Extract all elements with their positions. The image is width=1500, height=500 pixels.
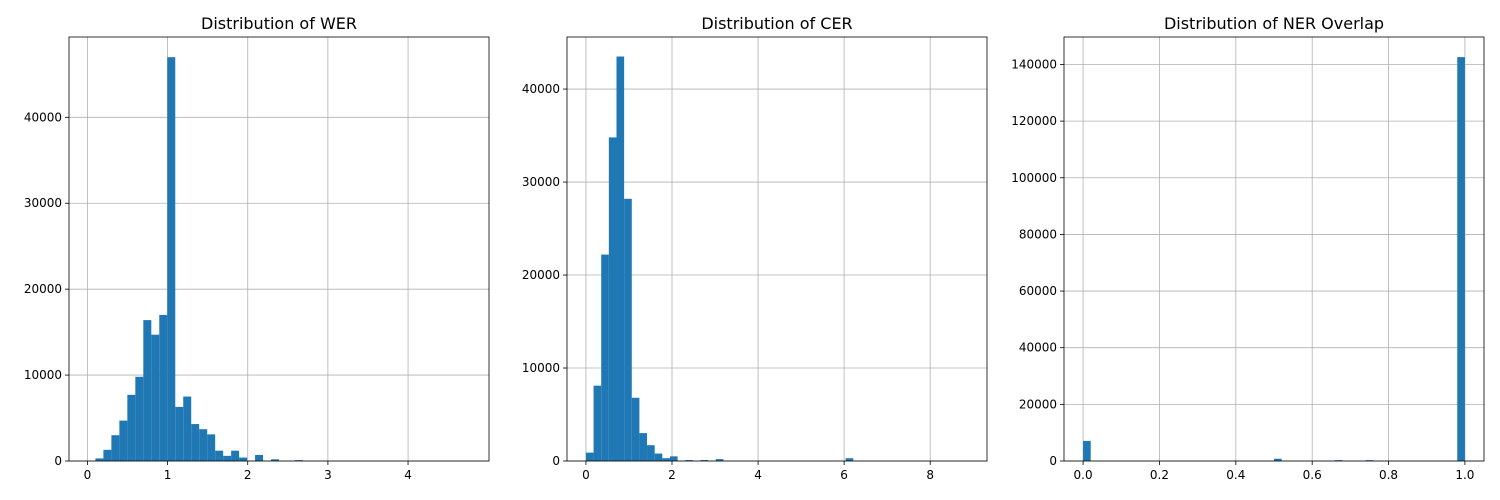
histogram-bar	[593, 385, 602, 461]
y-tick-label: 30000	[522, 175, 560, 189]
y-ticks-cer: 0 10000 20000 30000 40000	[522, 82, 567, 468]
histogram-bar	[159, 314, 168, 461]
bars-wer	[95, 57, 303, 461]
y-tick-label: 20000	[24, 282, 62, 296]
x-tick-label: 1	[164, 468, 172, 482]
histogram-bar	[95, 458, 104, 461]
x-tick-label: 0.2	[1150, 468, 1169, 482]
histogram-bar	[1335, 460, 1343, 461]
x-tick-label: 3	[324, 468, 332, 482]
histogram-bar	[662, 458, 670, 461]
grid-ner-overlap	[1064, 37, 1484, 462]
y-tick-label: 40000	[1019, 341, 1057, 355]
x-tick-label: 4	[404, 468, 412, 482]
histogram-bar	[103, 449, 112, 461]
histogram-bar	[143, 320, 152, 461]
histogram-bar	[119, 420, 128, 461]
histogram-bar	[715, 459, 724, 461]
y-tick-label: 20000	[1019, 397, 1057, 411]
histogram-bar	[111, 435, 120, 461]
histogram-bar	[191, 424, 200, 461]
histogram-bar	[1083, 440, 1091, 461]
histogram-bar	[127, 394, 136, 461]
histogram-bar	[135, 376, 144, 461]
y-ticks-wer: 0 10000 20000 30000 40000	[24, 110, 69, 468]
histogram-bar	[215, 450, 224, 461]
histogram-bar	[183, 396, 192, 461]
histogram-bar	[231, 450, 240, 461]
chart-wer: Distribution of WER 0 1 2 3 4 0 10000 20000 3000…	[24, 14, 490, 482]
chart-title-wer: Distribution of WER	[201, 14, 357, 33]
y-tick-label: 20000	[522, 268, 560, 282]
histogram-bar	[700, 460, 709, 461]
y-tick-label: 10000	[522, 361, 560, 375]
histogram-bar	[608, 137, 617, 461]
y-ticks-ner-overlap: 0 20000 40000 60000 80000 100000 120000 140000	[1011, 57, 1064, 468]
x-tick-label: 6	[840, 468, 848, 482]
x-tick-label: 0.0	[1074, 468, 1093, 482]
histogram-bar	[151, 334, 160, 461]
histogram-bar	[601, 254, 609, 461]
y-tick-label: 100000	[1011, 171, 1057, 185]
axes-frame	[566, 36, 988, 462]
histogram-bar	[647, 445, 655, 461]
bars-ner-overlap	[1083, 57, 1465, 461]
y-tick-label: 40000	[522, 82, 560, 96]
x-tick-label: 0.8	[1379, 468, 1398, 482]
histogram-bar	[167, 57, 176, 461]
chart-title-cer: Distribution of CER	[701, 14, 852, 33]
y-tick-label: 0	[552, 454, 560, 468]
histogram-bar	[223, 455, 232, 461]
histogram-bar	[669, 456, 678, 461]
histogram-bar	[654, 453, 663, 461]
histogram-bar	[1457, 57, 1465, 461]
histogram-bar	[631, 397, 640, 461]
histogram-bar	[639, 433, 648, 461]
chart-ner-overlap: Distribution of NER Overlap 0.0 0.2 0.4 0.6…	[1011, 14, 1485, 482]
bars-cer	[585, 56, 854, 462]
histogram-bar	[624, 198, 632, 461]
y-tick-label: 0	[54, 454, 62, 468]
histogram-bar	[685, 460, 693, 461]
histogram-bar	[1274, 458, 1282, 461]
x-ticks-cer: 0 2 4 6 8	[582, 461, 934, 482]
x-tick-label: 8	[926, 468, 934, 482]
chart-cer: Distribution of CER 0 2 4 6 8 0 10000 20000 3000…	[522, 14, 988, 482]
x-tick-label: 0	[582, 468, 590, 482]
histogram-bar	[239, 457, 248, 461]
y-tick-label: 60000	[1019, 284, 1057, 298]
y-tick-label: 40000	[24, 110, 62, 124]
histogram-bar	[175, 406, 184, 461]
grid-cer	[567, 37, 987, 462]
y-tick-label: 80000	[1019, 227, 1057, 241]
histogram-bar	[199, 429, 208, 461]
y-tick-label: 10000	[24, 368, 62, 382]
histogram-bar	[255, 454, 264, 461]
y-tick-label: 120000	[1011, 114, 1057, 128]
x-tick-label: 2	[244, 468, 252, 482]
x-tick-label: 0.4	[1226, 468, 1245, 482]
histogram-bar	[294, 460, 303, 461]
y-tick-label: 140000	[1011, 57, 1057, 71]
histogram-bar	[207, 434, 216, 461]
x-ticks-ner-overlap: 0.0 0.2 0.4 0.6 0.8 1.0	[1074, 461, 1474, 482]
histogram-bar	[845, 458, 854, 461]
x-tick-label: 4	[754, 468, 762, 482]
histogram-bar	[585, 452, 594, 461]
x-tick-label: 0.6	[1303, 468, 1322, 482]
y-tick-label: 0	[1049, 454, 1057, 468]
histogram-bar	[1365, 460, 1374, 461]
x-ticks-wer: 0 1 2 3 4	[84, 461, 412, 482]
axes-frame	[68, 36, 490, 462]
y-tick-label: 30000	[24, 196, 62, 210]
x-tick-label: 2	[668, 468, 676, 482]
x-tick-label: 1.0	[1455, 468, 1474, 482]
chart-title-ner-overlap: Distribution of NER Overlap	[1164, 14, 1384, 33]
axes-frame	[1063, 36, 1485, 462]
histogram-bar	[616, 56, 625, 462]
histogram-bar	[271, 459, 280, 461]
x-tick-label: 0	[84, 468, 92, 482]
